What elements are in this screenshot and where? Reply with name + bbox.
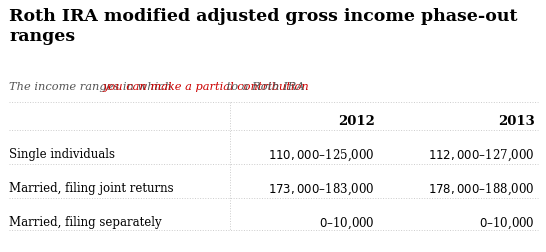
- Text: 2012: 2012: [338, 115, 375, 128]
- Text: Married, filing joint returns: Married, filing joint returns: [9, 182, 174, 195]
- Text: to a Roth IRA: to a Roth IRA: [223, 82, 305, 92]
- Text: you can make a partial contribution: you can make a partial contribution: [102, 82, 309, 92]
- Text: $178,000–$188,000: $178,000–$188,000: [429, 182, 535, 198]
- Text: Married, filing separately: Married, filing separately: [9, 216, 162, 229]
- Text: Roth IRA modified adjusted gross income phase-out
ranges: Roth IRA modified adjusted gross income …: [9, 8, 518, 45]
- Text: The income ranges in which: The income ranges in which: [9, 82, 176, 92]
- Text: $112,000–$127,000: $112,000–$127,000: [429, 148, 535, 164]
- Text: $0–$10,000: $0–$10,000: [319, 216, 375, 232]
- Text: Single individuals: Single individuals: [9, 148, 115, 161]
- Text: $0–$10,000: $0–$10,000: [479, 216, 535, 232]
- Text: $110,000–$125,000: $110,000–$125,000: [269, 148, 375, 164]
- Text: 2013: 2013: [498, 115, 535, 128]
- Text: $173,000–$183,000: $173,000–$183,000: [269, 182, 375, 198]
